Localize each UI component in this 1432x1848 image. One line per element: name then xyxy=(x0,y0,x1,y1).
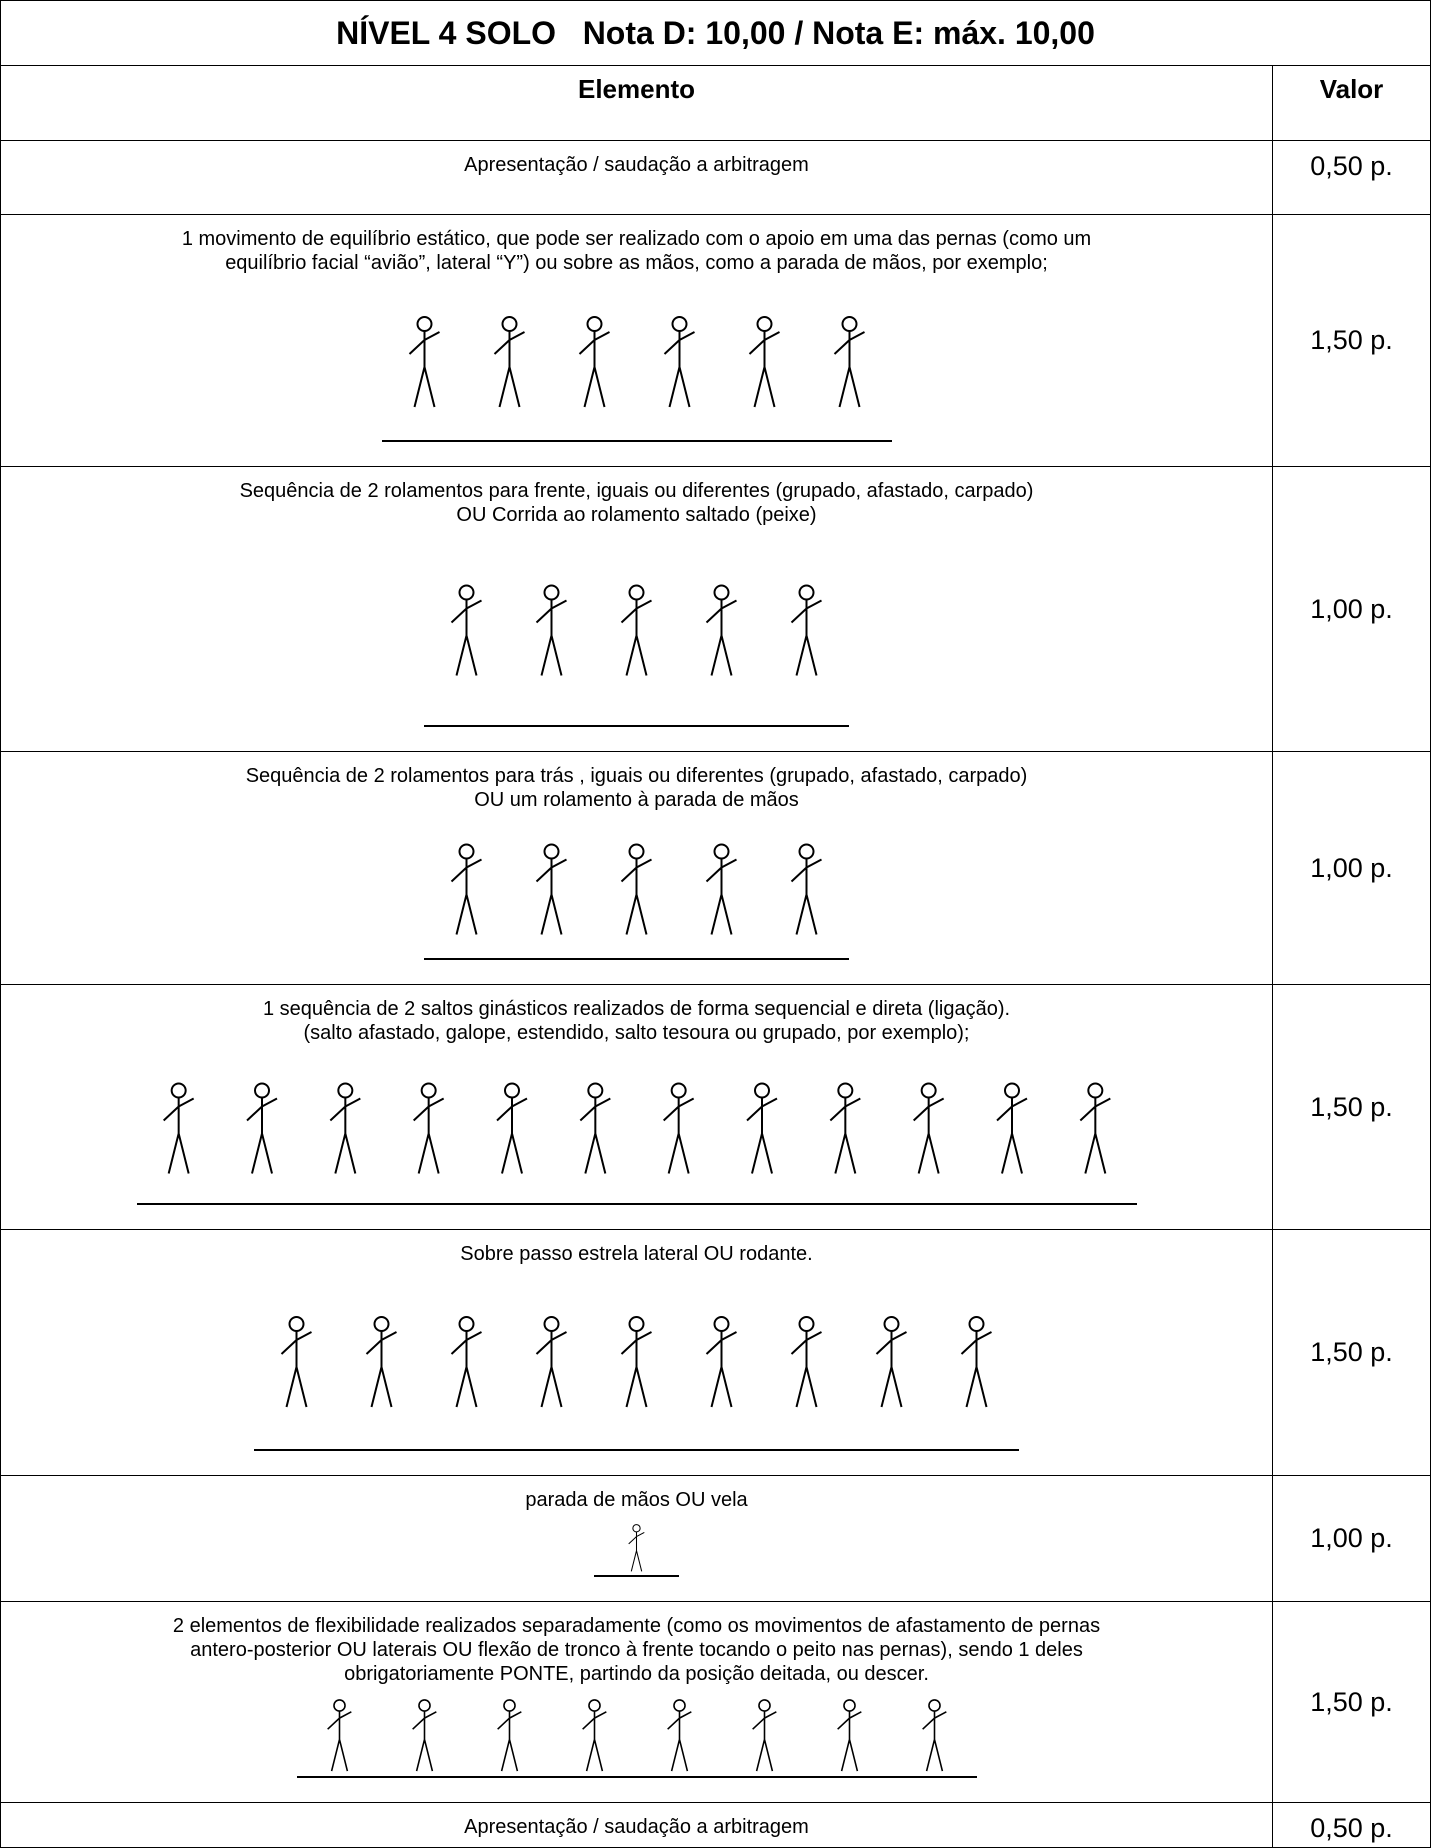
gymnast-figure xyxy=(581,1698,607,1773)
gymnast-figure xyxy=(921,1698,947,1773)
gymnast-figure xyxy=(245,1082,278,1175)
element-cell: parada de mãos OU vela xyxy=(0,1475,1273,1602)
gymnast-figure xyxy=(1078,1082,1112,1175)
gymnast-figure xyxy=(328,1082,362,1175)
gymnast-figure xyxy=(790,843,823,936)
gymnast-figure xyxy=(832,315,866,409)
element-cell: Sobre passo estrela lateral OU rodante. xyxy=(0,1229,1273,1476)
element-text: parada de mãos OU vela xyxy=(525,1489,748,1511)
element-text: Sobre passo estrela lateral OU rodante. xyxy=(460,1243,813,1265)
gymnast-figure xyxy=(411,1698,437,1773)
element-text: OU Corrida ao rolamento saltado (peixe) xyxy=(456,504,817,526)
element-text: antero-posterior OU laterais OU flexão d… xyxy=(190,1639,1083,1661)
gymnast-figure xyxy=(836,1698,862,1773)
gymnast-figure xyxy=(627,1523,646,1573)
column-header: Elemento xyxy=(0,65,1273,141)
gymnast-figure xyxy=(492,315,526,409)
gymnast-figure xyxy=(661,1082,695,1175)
gymnast-figure xyxy=(959,1315,994,1409)
row: parada de mãos OU vela 1,00 p. xyxy=(0,1475,1431,1602)
gymnast-figure xyxy=(619,583,654,678)
element-cell: 1 sequência de 2 saltos ginásticos reali… xyxy=(0,984,1273,1230)
gymnast-figure xyxy=(828,1082,862,1175)
element-text: 2 elementos de flexibilidade realizados … xyxy=(172,1615,1101,1637)
gymnast-figure xyxy=(911,1082,945,1175)
gymnast-figure xyxy=(789,1315,824,1409)
gymnast-figure xyxy=(704,583,739,678)
value-cell: 1,50 p. xyxy=(1272,1601,1431,1803)
illustration xyxy=(424,843,849,960)
gymnast-figure xyxy=(534,583,569,678)
gymnast-figure xyxy=(326,1698,352,1773)
gymnast-figure xyxy=(620,843,653,936)
value-cell: 1,50 p. xyxy=(1272,1229,1431,1476)
gymnast-figure xyxy=(449,1315,484,1409)
column-header: Valor xyxy=(1272,65,1431,141)
illustration xyxy=(381,315,892,442)
element-cell: Sequência de 2 rolamentos para trás , ig… xyxy=(0,751,1273,985)
element-text: Apresentação / saudação a arbitragem xyxy=(464,154,809,176)
gymnast-figure xyxy=(161,1082,195,1175)
gymnast-figure xyxy=(279,1315,314,1409)
gymnast-figure xyxy=(747,315,781,409)
gymnast-figure xyxy=(619,1315,654,1409)
value-cell: 1,00 p. xyxy=(1272,1475,1431,1602)
illustration xyxy=(594,1523,679,1577)
gymnast-figure xyxy=(874,1315,909,1409)
gymnast-figure xyxy=(705,843,738,936)
row: 2 elementos de flexibilidade realizados … xyxy=(0,1601,1431,1803)
illustration xyxy=(296,1698,977,1778)
element-text: Apresentação / saudação a arbitragem xyxy=(464,1816,809,1838)
gymnast-figure xyxy=(666,1698,692,1773)
element-text: equilíbrio facial “avião”, lateral “Y”) … xyxy=(225,252,1048,274)
gymnast-figure xyxy=(364,1315,399,1409)
element-cell: Apresentação / saudação a arbitragem xyxy=(0,140,1273,215)
element-text: 1 movimento de equilíbrio estático, que … xyxy=(181,228,1092,250)
value-cell: 1,50 p. xyxy=(1272,984,1431,1230)
element-text: obrigatoriamente PONTE, partindo da posi… xyxy=(344,1663,929,1685)
element-cell: 1 movimento de equilíbrio estático, que … xyxy=(0,214,1273,467)
illustration xyxy=(254,1315,1019,1451)
gymnast-figure xyxy=(704,1315,739,1409)
illustration xyxy=(136,1082,1137,1205)
gymnast-figure xyxy=(495,1082,528,1175)
element-text: 1 sequência de 2 saltos ginásticos reali… xyxy=(262,998,1011,1020)
value-cell: 1,50 p. xyxy=(1272,214,1431,467)
gymnast-figure xyxy=(450,843,483,936)
row: Sequência de 2 rolamentos para frente, i… xyxy=(0,466,1431,752)
value-cell: 1,00 p. xyxy=(1272,466,1431,752)
element-text: Sequência de 2 rolamentos para trás , ig… xyxy=(245,765,1028,787)
gymnast-figure xyxy=(789,583,824,678)
element-text: Sequência de 2 rolamentos para frente, i… xyxy=(239,480,1034,502)
gymnast-figure xyxy=(995,1082,1028,1175)
row: Sobre passo estrela lateral OU rodante. 1… xyxy=(0,1229,1431,1476)
value-cell: 0,50 p. xyxy=(1272,140,1431,215)
gymnast-figure xyxy=(577,315,611,409)
gymnast-figure xyxy=(496,1698,522,1773)
gymnast-figure xyxy=(535,843,568,936)
row: 1 movimento de equilíbrio estático, que … xyxy=(0,214,1431,467)
gymnast-figure xyxy=(449,583,484,678)
gymnast-figure xyxy=(411,1082,445,1175)
gymnast-figure xyxy=(745,1082,778,1175)
element-text: (salto afastado, galope, estendido, salt… xyxy=(303,1022,970,1044)
element-cell: Apresentação / saudação a arbitragem xyxy=(0,1802,1273,1848)
gymnast-figure xyxy=(578,1082,612,1175)
row: Sequência de 2 rolamentos para trás , ig… xyxy=(0,751,1431,985)
value-cell: 1,00 p. xyxy=(1272,751,1431,985)
gymnast-figure xyxy=(534,1315,569,1409)
element-cell: 2 elementos de flexibilidade realizados … xyxy=(0,1601,1273,1803)
gymnast-figure xyxy=(662,315,696,409)
element-cell: Sequência de 2 rolamentos para frente, i… xyxy=(0,466,1273,752)
title: NÍVEL 4 SOLO Nota D: 10,00 / Nota E: máx… xyxy=(0,0,1431,66)
illustration xyxy=(424,583,849,727)
gymnast-figure xyxy=(751,1698,777,1773)
row: 1 sequência de 2 saltos ginásticos reali… xyxy=(0,984,1431,1230)
element-text: OU um rolamento à parada de mãos xyxy=(474,789,799,811)
row: Apresentação / saudação a arbitragem 0,50… xyxy=(0,140,1431,215)
gymnast-figure xyxy=(407,315,441,409)
